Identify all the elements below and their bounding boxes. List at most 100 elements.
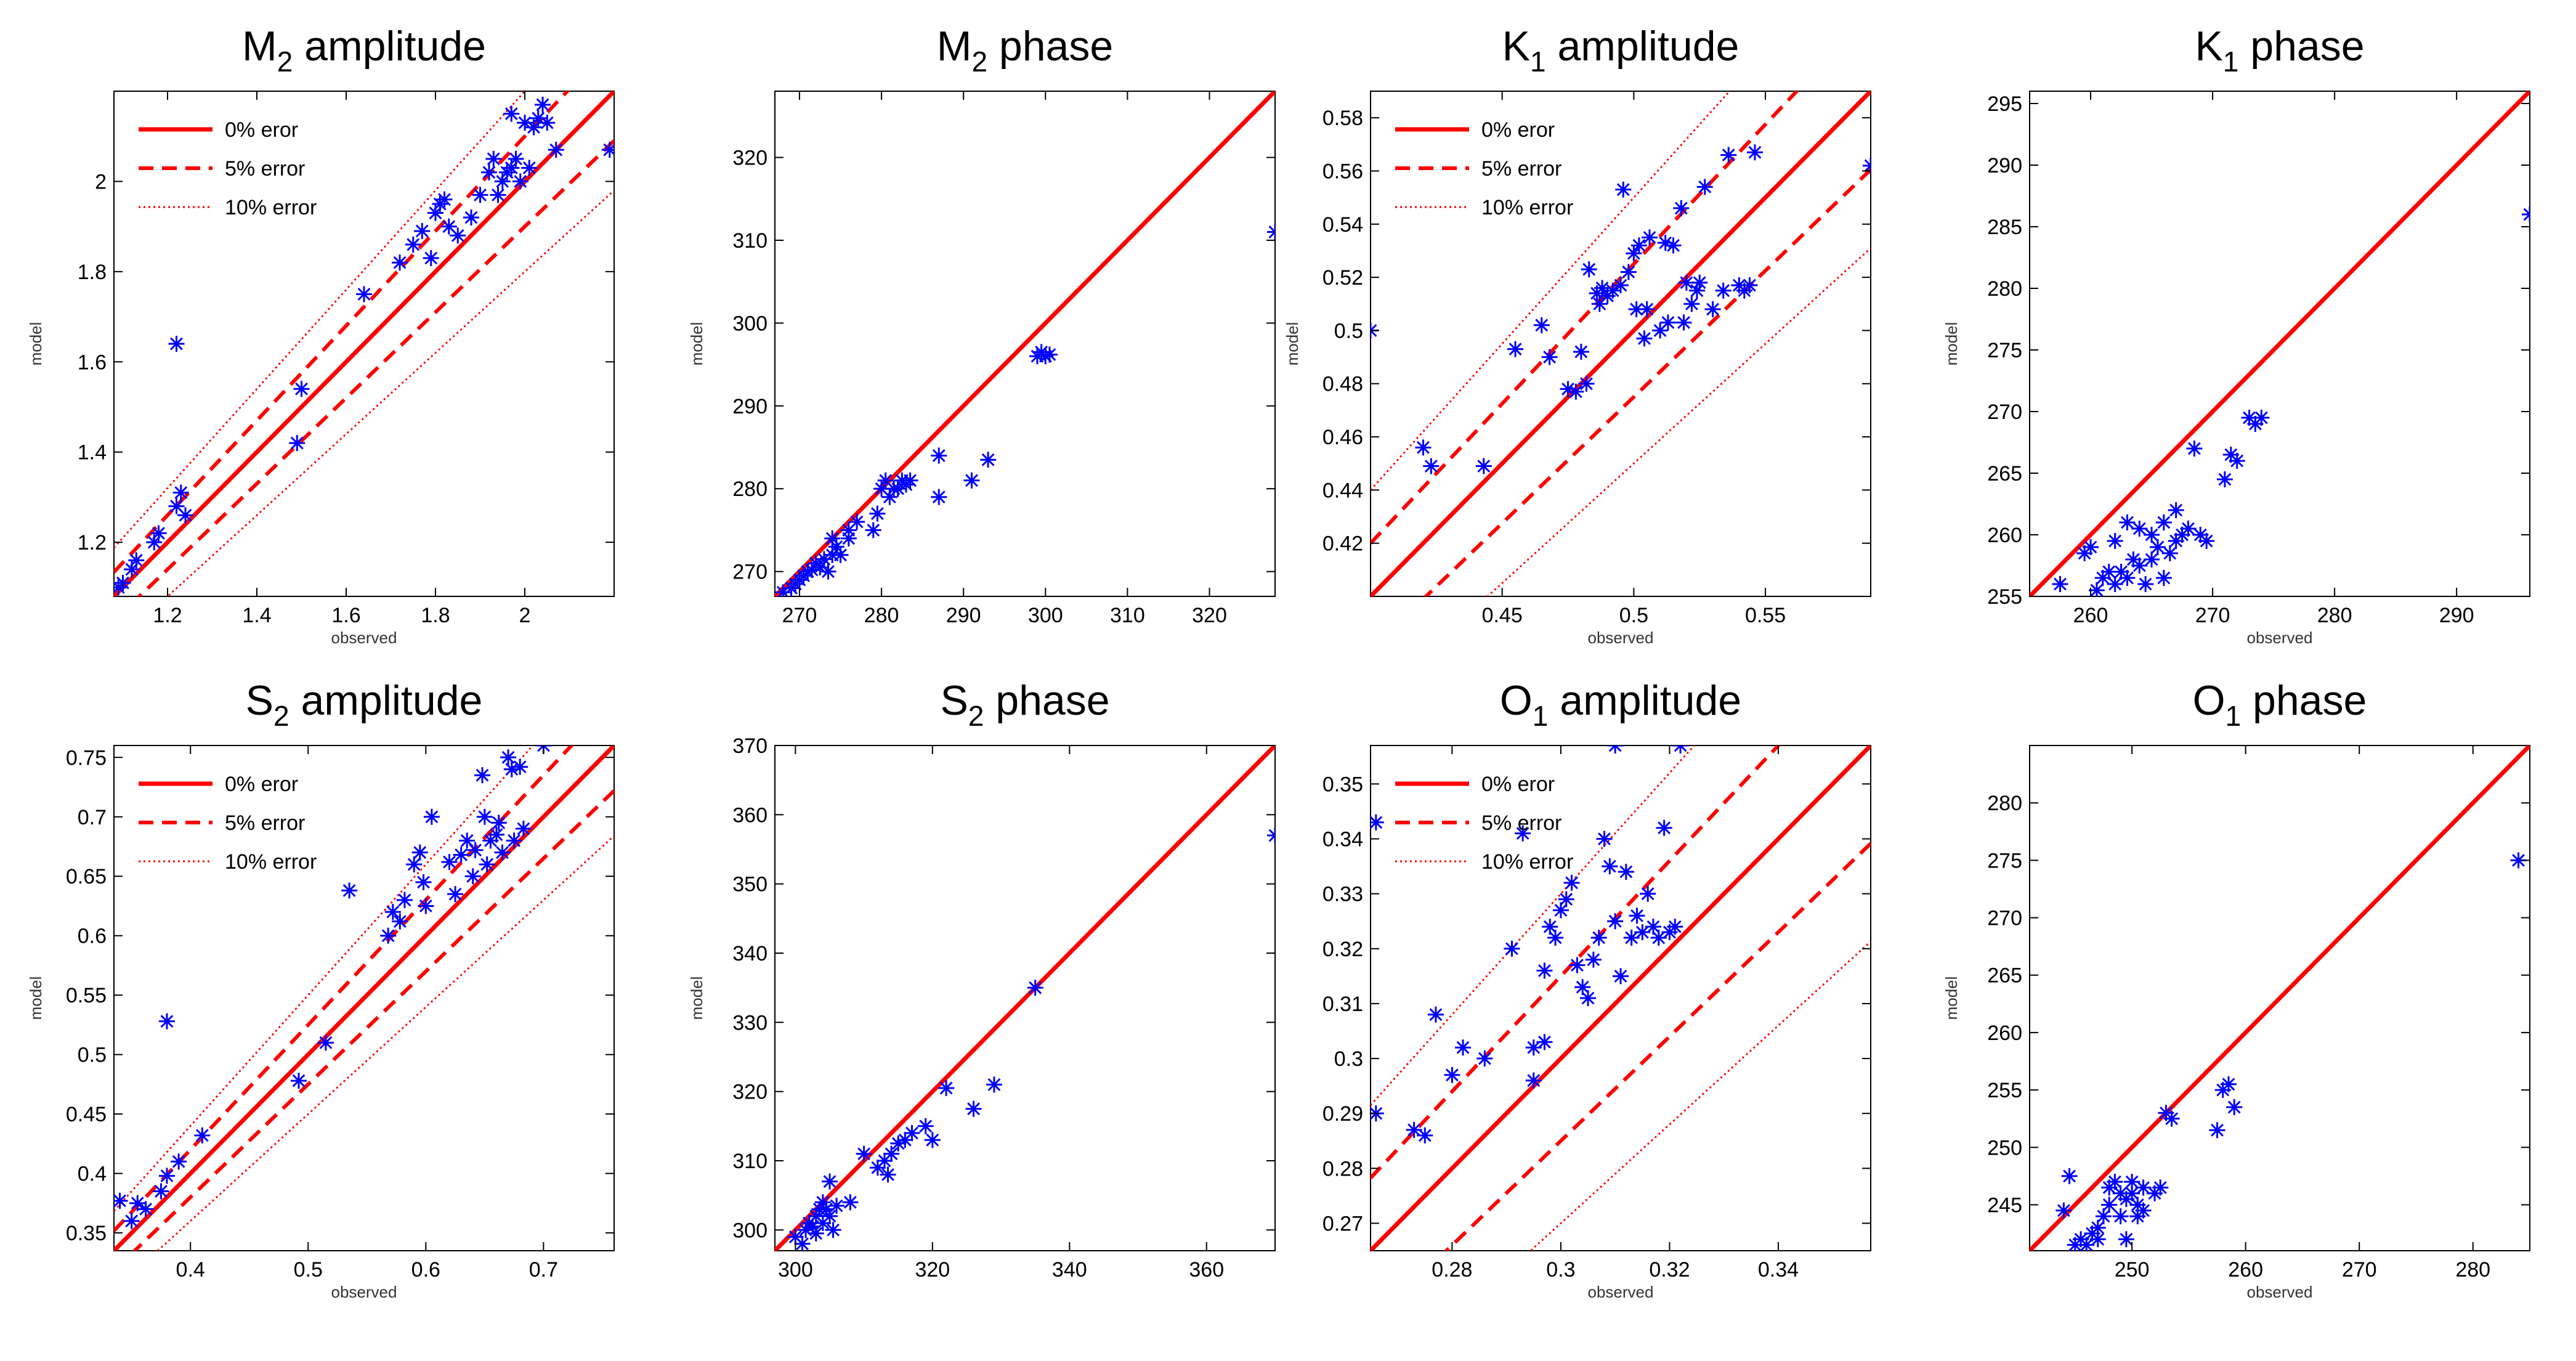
- legend: 0% eror 5% error 10% error: [1395, 118, 1573, 219]
- data-point: [1590, 929, 1607, 946]
- legend-label: 10% error: [1481, 196, 1573, 219]
- data-point: [472, 187, 488, 203]
- chart-title: K1 phase: [2195, 23, 2364, 78]
- x-tick-label: 0.6: [411, 1258, 440, 1282]
- data-point: [494, 844, 511, 861]
- data-point: [508, 150, 524, 167]
- y-tick-label: 0.58: [1322, 107, 1363, 130]
- reference-line-plus-10pct: [114, 746, 535, 1212]
- x-tick-label: 310: [1110, 604, 1145, 627]
- data-point: [1652, 322, 1669, 339]
- x-tick-label: 0.28: [1432, 1258, 1472, 1282]
- y-tick-label: 350: [732, 873, 768, 896]
- data-point: [1475, 458, 1492, 474]
- y-tick-label: 0.45: [66, 1103, 107, 1126]
- y-tick-label: 280: [1987, 277, 2022, 301]
- legend: 0% eror 5% error 10% error: [139, 773, 317, 874]
- x-tick-label: 0.55: [1745, 604, 1786, 627]
- y-axis-label: model: [26, 977, 45, 1020]
- plot-area: [114, 91, 614, 596]
- y-tick-label: 0.65: [66, 865, 107, 888]
- data-point: [1634, 924, 1651, 941]
- y-tick-label: 285: [1987, 216, 2022, 239]
- data-point: [436, 191, 453, 208]
- x-tick-label: 270: [2195, 604, 2230, 627]
- y-tick-label: 0.6: [78, 925, 107, 948]
- chart-title: O1 phase: [2193, 677, 2367, 732]
- y-tick-label: 290: [1987, 154, 2022, 177]
- data-point: [396, 892, 413, 908]
- reference-line-0pct: [2030, 746, 2530, 1251]
- data-point: [1613, 277, 1629, 294]
- data-point: [2144, 551, 2160, 567]
- data-point: [2124, 1185, 2141, 1201]
- y-tick-label: 0.42: [1322, 532, 1363, 556]
- data-point: [114, 1192, 128, 1209]
- y-tick-label: 0.48: [1322, 373, 1363, 396]
- y-tick-label: 0.35: [1322, 773, 1363, 796]
- y-tick-label: 0.27: [1322, 1212, 1363, 1235]
- data-point: [897, 1132, 913, 1148]
- data-point: [423, 250, 439, 266]
- y-tick-label: 340: [732, 942, 768, 965]
- data-point: [158, 1168, 175, 1184]
- data-point: [490, 187, 506, 203]
- data-point: [1533, 317, 1550, 333]
- data-point: [123, 1213, 140, 1229]
- reference-line-minus-10pct: [1486, 247, 1871, 596]
- x-axis-label: observed: [331, 1283, 397, 1301]
- legend-label: 10% error: [225, 196, 317, 219]
- legend-label: 0% eror: [225, 118, 298, 142]
- data-point: [1476, 1050, 1493, 1067]
- x-tick-label: 320: [915, 1258, 950, 1282]
- data-point: [1672, 746, 1689, 754]
- x-tick-label: 280: [2317, 604, 2352, 627]
- data-point: [463, 209, 479, 225]
- x-tick-label: 260: [2073, 604, 2108, 627]
- data-point: [503, 761, 520, 778]
- x-tick-label: 360: [1189, 1258, 1224, 1282]
- data-point: [1602, 858, 1618, 875]
- data-point: [965, 1100, 982, 1117]
- data-point: [548, 142, 564, 158]
- data-point: [2083, 539, 2099, 555]
- data-point: [856, 1145, 872, 1162]
- data-point: [168, 336, 185, 352]
- data-point: [172, 484, 189, 501]
- y-tick-label: 0.31: [1322, 993, 1363, 1016]
- data-point: [411, 844, 428, 861]
- data-point: [1267, 224, 1275, 240]
- y-tick-label: 280: [1987, 792, 2022, 815]
- y-tick-label: 250: [1987, 1136, 2022, 1160]
- y-tick-label: 0.34: [1322, 828, 1363, 851]
- data-point: [194, 1127, 211, 1144]
- data-point: [414, 222, 431, 239]
- reference-line-minus-10pct: [1529, 941, 1871, 1251]
- data-point: [2119, 570, 2136, 586]
- data-point: [1638, 301, 1655, 317]
- data-point: [476, 808, 493, 825]
- data-point: [1607, 913, 1624, 930]
- data-point: [2152, 1179, 2169, 1196]
- data-point: [821, 1173, 838, 1190]
- data-point: [1542, 919, 1558, 935]
- legend-label: 0% eror: [1481, 773, 1555, 796]
- reference-line-0pct: [2030, 91, 2530, 596]
- y-tick-label: 1.4: [78, 441, 107, 465]
- data-point: [2118, 1231, 2134, 1248]
- y-tick-label: 295: [1987, 92, 2022, 116]
- data-point: [453, 847, 469, 863]
- y-tick-label: 2: [95, 170, 107, 193]
- data-point: [418, 898, 434, 914]
- y-tick-label: 255: [1987, 585, 2022, 609]
- panel-m-2-amplitude: M2 amplitude 1.2 1.4 1.6 1.8 2 1.2 1.4 1.6 1.8 2 ob…: [26, 23, 615, 647]
- panel-o-1-amplitude: O1 amplitude 0.28 0.3 0.32 0.34 0.27 0.28 0.29 0…: [1322, 677, 1871, 1301]
- data-point: [904, 1125, 920, 1142]
- data-point: [474, 767, 491, 784]
- data-point: [2229, 453, 2245, 469]
- y-axis-label: model: [1283, 322, 1302, 366]
- data-point: [1525, 1072, 1542, 1089]
- data-point: [290, 1073, 307, 1089]
